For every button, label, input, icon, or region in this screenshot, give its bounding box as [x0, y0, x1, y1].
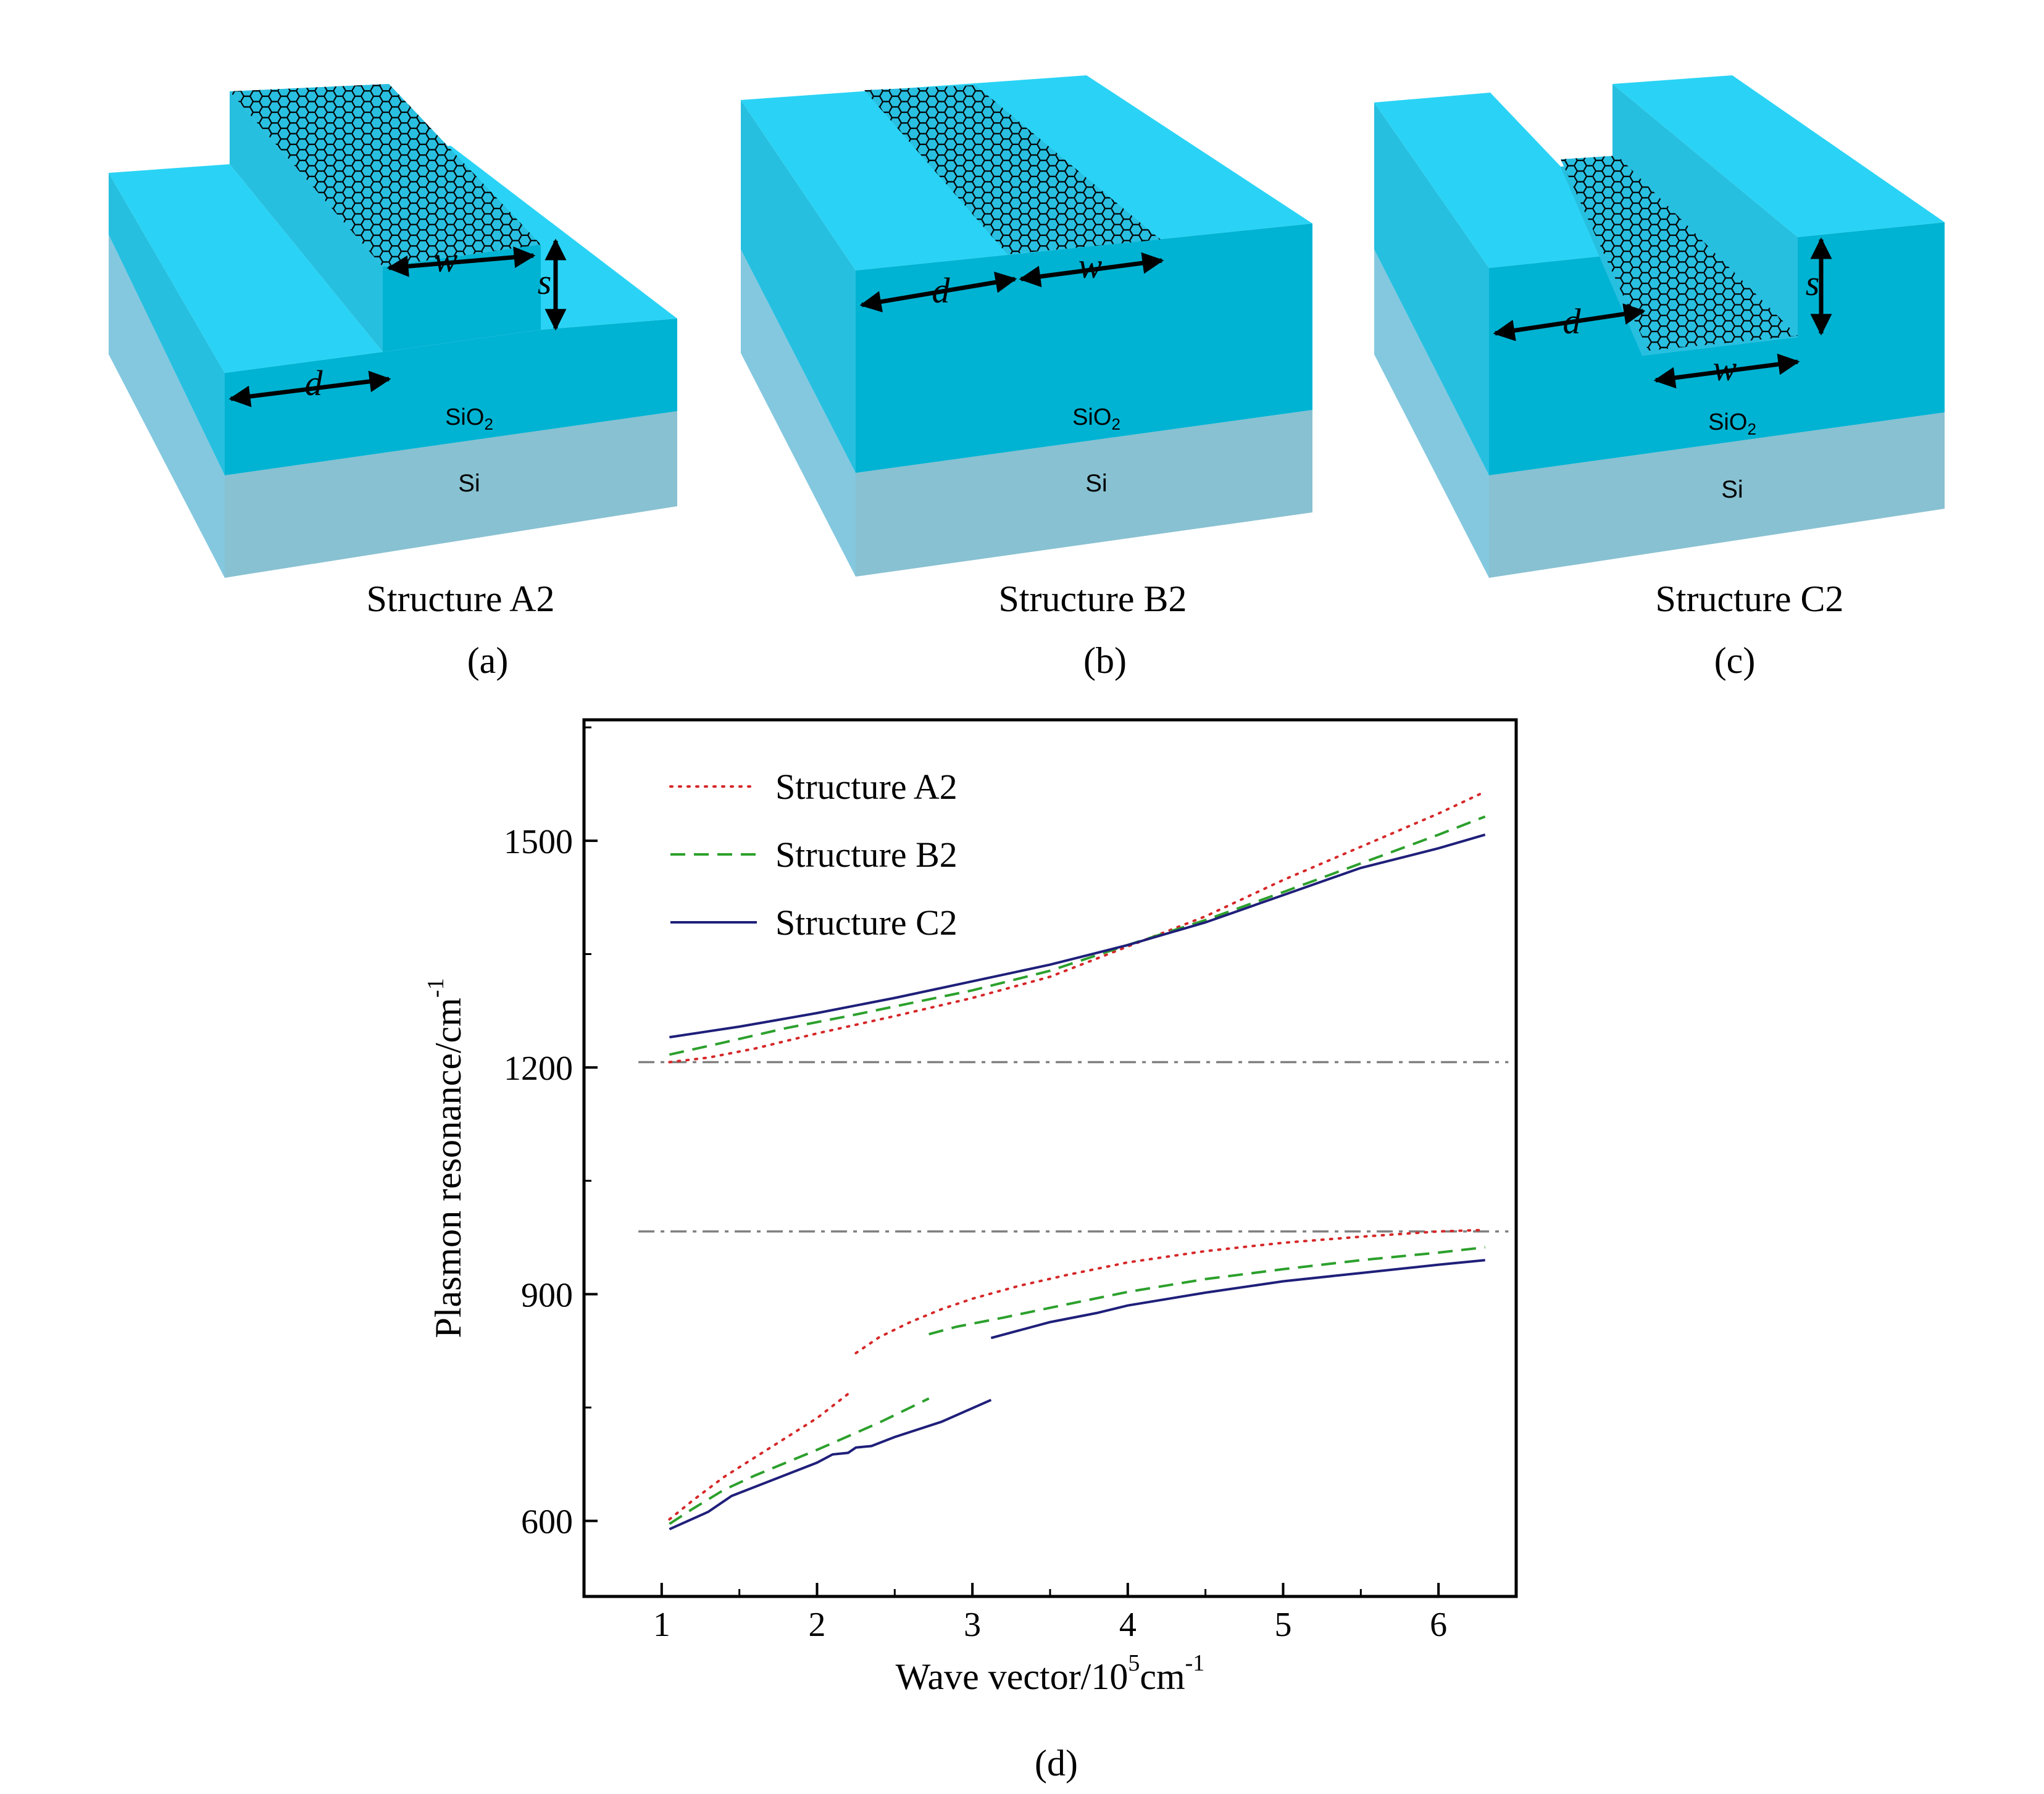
series-line-3: [669, 833, 1486, 1039]
panel-b-si-label: Si: [1085, 470, 1108, 497]
panel-a-sio2-label: SiO2: [445, 404, 493, 433]
legend-entry: Structure B2: [775, 835, 957, 875]
x-tick-label: 5: [1275, 1606, 1292, 1644]
panel-c-si-label: Si: [1721, 476, 1743, 503]
series-line-2: [928, 1246, 1485, 1336]
panel-a-label: (a): [467, 640, 509, 681]
axis-ticks: 1 2 3 4 5 6 600 900 1200 1500: [504, 726, 1447, 1644]
series-layer: [668, 790, 1487, 1530]
panel-a-dim-s: s: [538, 262, 552, 302]
panel-d-label: (d): [1035, 1743, 1078, 1784]
panel-c-dim-w: w: [1713, 348, 1737, 388]
legend-entry: Structure C2: [775, 903, 957, 943]
panel-b-dim-w: w: [1078, 246, 1103, 286]
legend: Structure A2 Structure B2 Structure C2: [669, 767, 957, 943]
panel-a-structure: w s d SiO2 Si Structure A2 (a): [109, 84, 677, 681]
panel-a-left-shelf-top: [109, 164, 383, 373]
panel-b-arrow-w: [1019, 252, 1164, 288]
series-line-3: [990, 1259, 1485, 1340]
y-tick-label: 600: [521, 1503, 573, 1542]
panel-b-dim-d: d: [932, 270, 951, 311]
y-tick-label: 1200: [504, 1049, 573, 1088]
panel-a-si-side: [109, 235, 225, 578]
x-tick-label: 3: [964, 1606, 981, 1644]
panel-c-sio2-side: [1374, 102, 1489, 475]
panel-c-arrow-w: [1653, 353, 1800, 389]
panel-a-dim-d: d: [305, 363, 323, 403]
x-tick-label: 6: [1430, 1606, 1447, 1644]
panel-a-ridge-side: [230, 91, 383, 352]
panel-b-title: Structure B2: [999, 578, 1187, 619]
panel-c-arrow-d: [1493, 303, 1646, 341]
panel-c-title: Structure C2: [1656, 578, 1844, 619]
panel-a-arrow-w: [386, 246, 536, 277]
panel-a-graphene-lattice: [230, 84, 541, 267]
panel-c-sio2-label: SiO2: [1708, 409, 1756, 438]
panel-c-label: (c): [1714, 640, 1756, 681]
x-tick-label: 2: [809, 1606, 826, 1644]
panel-b-arrow-d: [859, 272, 1017, 312]
x-tick-label: 4: [1119, 1606, 1137, 1644]
legend-entry: Structure A2: [775, 767, 957, 807]
x-tick-label: 1: [653, 1606, 670, 1644]
series-line-1: [668, 1392, 849, 1521]
series-line-3: [669, 1398, 992, 1530]
panel-a-sio2-side: [109, 173, 225, 475]
panel-b-graphene-lattice: [864, 85, 1161, 254]
panel-c-right-ridge-side: [1612, 84, 1798, 337]
panel-c-right-ridge-top: [1612, 75, 1945, 237]
panel-a-arrow-d: [228, 370, 391, 407]
panel-b-sio2-label: SiO2: [1072, 404, 1120, 433]
series-line-2: [669, 1397, 930, 1525]
panel-b-label: (b): [1083, 640, 1127, 681]
panel-a-si-label: Si: [458, 470, 480, 497]
panel-a-title: Structure A2: [367, 578, 555, 619]
panel-c-si-side: [1374, 249, 1489, 578]
plot-frame: [582, 718, 1518, 1598]
panel-b-structure: d w SiO2 Si Structure B2 (b): [741, 75, 1312, 681]
panel-a-dim-w: w: [434, 240, 458, 280]
y-tick-label: 900: [521, 1276, 573, 1314]
x-axis-label: Wave vector/105cm-1: [896, 1650, 1205, 1697]
panel-c-graphene-lattice: [1561, 156, 1798, 351]
series-line-2: [669, 815, 1486, 1056]
panel-b-si-front: [856, 410, 1312, 577]
series-line-1: [668, 790, 1487, 1064]
panel-a-sio2-front-bottom: [225, 319, 677, 475]
y-axis-label: Plasmon resonance/cm-1: [423, 978, 469, 1338]
panel-b-sio2-side: [741, 100, 856, 473]
panel-c-dim-s: s: [1806, 263, 1820, 303]
panel-a-si-front: [225, 411, 677, 578]
panel-b-si-side: [741, 249, 856, 577]
panel-c-structure: d w s SiO2 Si Structure C2 (c): [1374, 75, 1945, 681]
panel-c-dim-d: d: [1563, 301, 1582, 341]
panel-c-left-ridge-top: [1374, 93, 1642, 268]
series-line-1: [854, 1229, 1487, 1354]
panel-c-si-front: [1489, 412, 1945, 578]
reference-lines: [638, 1061, 1509, 1233]
y-tick-label: 1500: [504, 823, 573, 861]
